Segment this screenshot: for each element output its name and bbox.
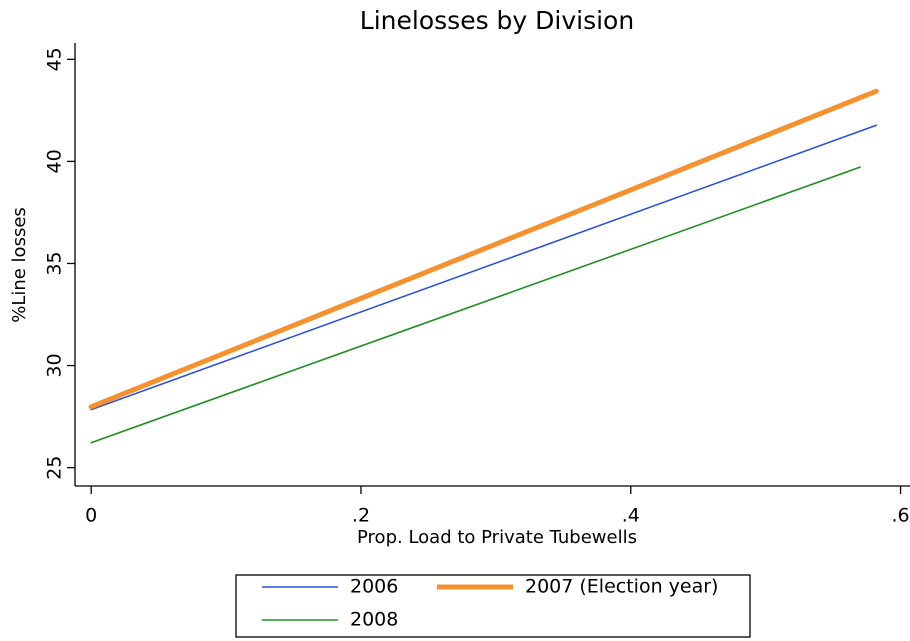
x-tick-label: .6 (891, 505, 909, 527)
series-line (90, 166, 861, 444)
legend-label: 2006 (350, 576, 398, 598)
series-line (90, 124, 878, 411)
legend-label: 2007 (Election year) (525, 576, 718, 598)
chart-title: Linelosses by Division (360, 6, 634, 35)
x-axis-label: Prop. Load to Private Tubewells (357, 527, 637, 548)
y-tick-label: 35 (44, 251, 66, 275)
x-tick-label: .2 (352, 505, 370, 527)
legend-box (235, 574, 751, 638)
legend-label: 2008 (350, 609, 398, 631)
x-tick-label: 0 (85, 505, 97, 527)
y-tick-label: 45 (44, 47, 66, 71)
y-axis-label: %Line losses (9, 207, 30, 323)
y-tick-label: 25 (44, 456, 66, 480)
y-tick-label: 30 (44, 353, 66, 377)
series-line (88, 88, 879, 410)
y-tick-label: 40 (44, 149, 66, 173)
x-tick-label: .4 (622, 505, 640, 527)
